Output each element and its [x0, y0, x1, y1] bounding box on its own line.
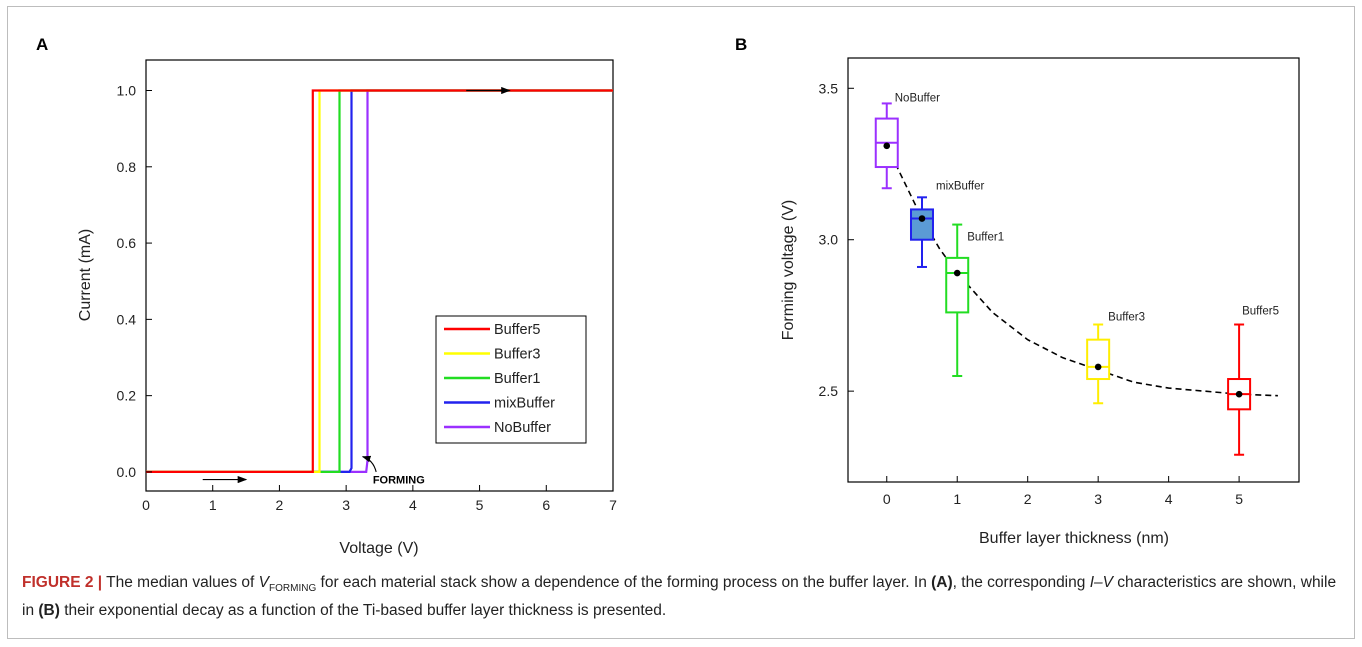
box-body — [1086, 338, 1111, 381]
y-tick-label: 2.5 — [819, 383, 839, 399]
box-mixBuffer: mixBuffer — [909, 180, 985, 268]
caption-v-symbol: V — [258, 574, 270, 591]
panel-a-label: A — [36, 35, 48, 54]
box-Buffer1: Buffer1 — [945, 223, 1004, 377]
figure-frame — [7, 6, 1355, 639]
panel-a-xlabel: Voltage (V) — [339, 540, 418, 557]
box-body — [909, 208, 934, 241]
y-tick-label: 0.6 — [117, 235, 137, 251]
panel-a: A 0 1 2 3 4 5 6 7 0.0 0.2 0.4 0.6 0.8 1.0 FORMING Vol… — [36, 35, 617, 557]
caption-text: , the corresponding — [952, 574, 1090, 591]
panel-b-plot-area — [847, 57, 1300, 483]
y-tick-label: 3.0 — [819, 232, 839, 248]
panel-a-annotations: FORMING — [202, 86, 511, 486]
x-tick-label: 2 — [276, 497, 284, 513]
panel-b: B NoBuffer mixBuffer Buffer1 Buffer3 Buffer5… — [735, 35, 1300, 547]
y-tick-label: 0.2 — [117, 388, 137, 404]
panel-b-fit-curve — [886, 145, 1278, 397]
caption-figure-label: FIGURE 2 | — [22, 574, 103, 591]
caption-ref-b: (B) — [38, 602, 60, 620]
y-tick-label: 0.0 — [117, 464, 137, 480]
legend-box — [435, 315, 587, 444]
panel-b-boxes: NoBuffer mixBuffer Buffer1 Buffer3 Buffer5 — [874, 92, 1279, 456]
forming-annotation: FORMING — [373, 474, 425, 486]
legend-label-Buffer3: Buffer3 — [494, 347, 541, 363]
mean-point — [1235, 390, 1243, 398]
x-tick-label: 6 — [542, 497, 550, 513]
x-tick-label: 4 — [409, 497, 417, 513]
x-tick-label: 3 — [1094, 491, 1102, 507]
box-label-Buffer5: Buffer5 — [1242, 306, 1279, 318]
panel-b-xlabel: Buffer layer thickness (nm) — [979, 530, 1169, 547]
panel-a-plot-area — [145, 59, 614, 492]
legend-label-NoBuffer: NoBuffer — [494, 420, 551, 436]
mean-point — [883, 142, 891, 150]
caption-text: The median values of — [102, 574, 259, 591]
x-tick-label: 2 — [1024, 491, 1032, 507]
caption-text: for each material stack show a dependenc… — [316, 574, 932, 591]
figure-caption: FIGURE 2 | The median values of VFORMING… — [22, 572, 1342, 622]
panel-b-ticks: 0 1 2 3 4 5 2.5 3.0 3.5 — [819, 80, 1244, 507]
x-tick-label: 0 — [883, 491, 891, 507]
panel-a-legend: Buffer5 Buffer3 Buffer1 mixBuffer NoBuffer — [435, 315, 587, 444]
exponential-fit-line — [886, 145, 1278, 397]
legend-label-mixBuffer: mixBuffer — [494, 396, 555, 412]
box-NoBuffer: NoBuffer — [874, 92, 940, 190]
x-tick-label: 7 — [609, 497, 617, 513]
x-tick-label: 1 — [209, 497, 217, 513]
box-Buffer3: Buffer3 — [1086, 312, 1145, 405]
y-tick-label: 0.8 — [117, 159, 137, 175]
caption-text: their exponential decay as a function of… — [59, 602, 667, 620]
panel-b-ylabel: Forming voltage (V) — [780, 200, 797, 341]
mean-point — [918, 215, 926, 222]
x-tick-label: 1 — [953, 491, 961, 507]
box-Buffer5: Buffer5 — [1227, 306, 1279, 456]
legend-label-Buffer5: Buffer5 — [494, 322, 541, 338]
box-label-Buffer3: Buffer3 — [1108, 312, 1145, 324]
panel-b-label: B — [735, 35, 747, 54]
caption-text: characteristics are shown, while in — [22, 574, 1337, 620]
y-tick-label: 3.5 — [819, 80, 839, 96]
forming-arrow — [361, 455, 377, 473]
x-tick-label: 4 — [1165, 491, 1173, 507]
box-label-NoBuffer: NoBuffer — [895, 92, 940, 104]
x-tick-label: 3 — [342, 497, 350, 513]
figure-svg: A 0 1 2 3 4 5 6 7 0.0 0.2 0.4 0.6 0.8 1.0 FORMING Vol… — [36, 35, 1300, 557]
mean-point — [953, 269, 961, 277]
x-tick-label: 5 — [476, 497, 484, 513]
x-tick-label: 0 — [142, 497, 150, 513]
box-body — [945, 256, 970, 314]
box-label-Buffer1: Buffer1 — [967, 232, 1004, 244]
series-line-Buffer5 — [146, 89, 613, 473]
mean-point — [1094, 363, 1102, 371]
caption-iv: I–V — [1089, 574, 1113, 591]
x-tick-label: 5 — [1235, 491, 1243, 507]
legend-label-Buffer1: Buffer1 — [494, 371, 541, 387]
caption-v-subscript: FORMING — [269, 583, 317, 595]
box-label-mixBuffer: mixBuffer — [936, 180, 985, 192]
caption-ref-a: (A) — [931, 574, 953, 591]
panel-a-ticks: 0 1 2 3 4 5 6 7 0.0 0.2 0.4 0.6 0.8 1.0 — [117, 83, 618, 513]
y-tick-label: 1.0 — [117, 83, 137, 99]
y-tick-label: 0.4 — [117, 311, 137, 327]
panel-a-ylabel: Current (mA) — [77, 229, 94, 321]
